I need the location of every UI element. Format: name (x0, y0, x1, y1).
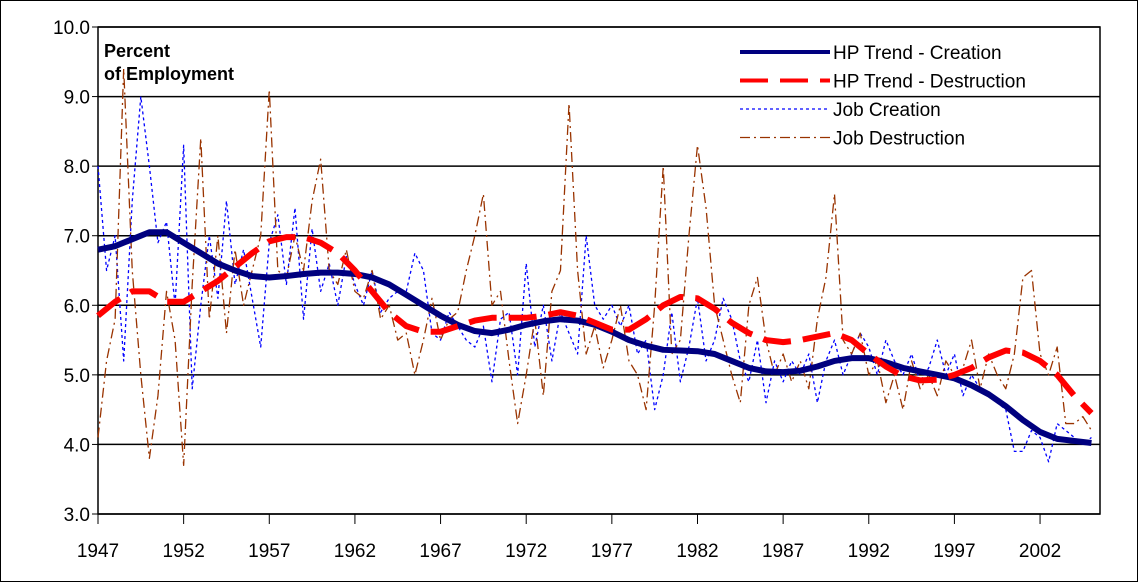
x-tick-label: 1947 (77, 541, 119, 562)
y-tick-label: 3.0 (64, 505, 90, 526)
x-tick-label: 1977 (591, 541, 633, 562)
x-tick-label: 1962 (334, 541, 376, 562)
y-tick-label: 6.0 (64, 296, 90, 317)
x-tick-label: 1982 (676, 541, 718, 562)
y-tick-label: 8.0 (64, 157, 90, 178)
x-tick-label: 1972 (505, 541, 547, 562)
x-tick-label: 1997 (933, 541, 975, 562)
y-tick-label: 5.0 (64, 366, 90, 387)
legend-label: Job Creation (833, 100, 941, 121)
x-tick-label: 1952 (163, 541, 205, 562)
legend-label: HP Trend - Destruction (833, 72, 1026, 93)
plot-frame (97, 26, 1101, 515)
y-tick-label: 10.0 (53, 18, 90, 39)
x-tick-label: 1967 (419, 541, 461, 562)
x-tick-label: 2002 (1019, 541, 1061, 562)
y-tick-label: 4.0 (64, 435, 90, 456)
legend-label: Job Destruction (833, 129, 965, 150)
legend-label: HP Trend - Creation (833, 43, 1002, 64)
x-tick-label: 1992 (848, 541, 890, 562)
x-tick-label: 1987 (762, 541, 804, 562)
series-line (96, 234, 1094, 416)
y-tick-label: 9.0 (64, 88, 90, 109)
x-tick-label: 1957 (248, 541, 290, 562)
plot-area (96, 68, 1094, 466)
y-axis-label: Percent (104, 41, 170, 61)
y-axis-label: of Employment (104, 64, 234, 84)
legend: HP Trend - Creation HP Trend - Destructio… (740, 43, 1026, 150)
y-tick-label: 7.0 (64, 227, 90, 248)
